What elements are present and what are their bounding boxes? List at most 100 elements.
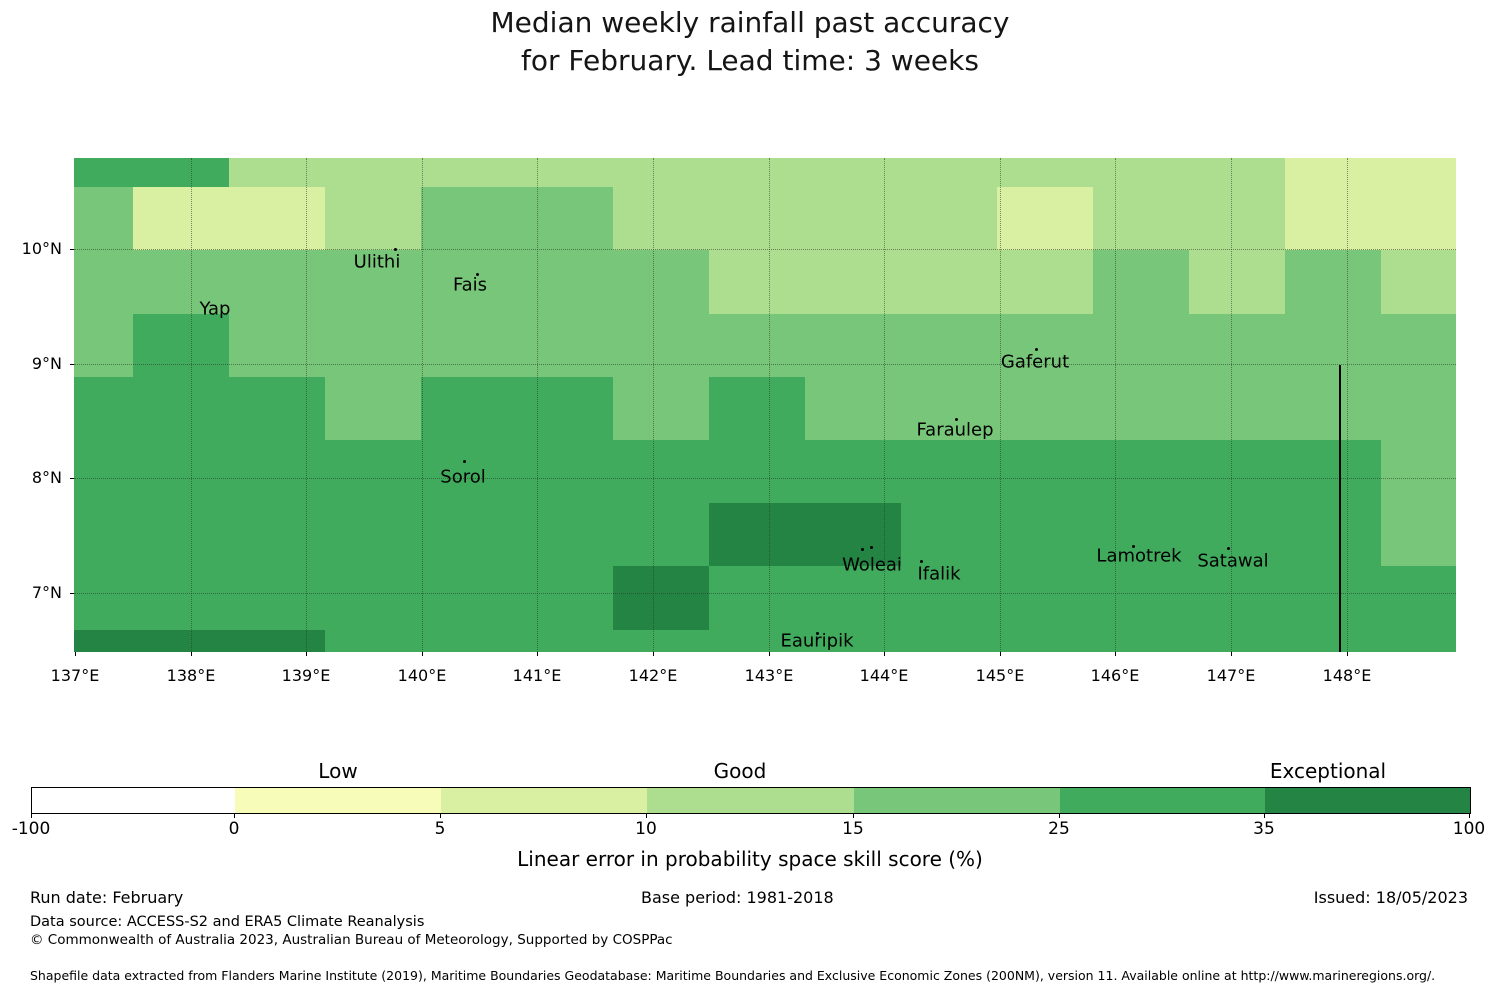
island-label-ifalik: Ifalik <box>917 563 961 585</box>
heatmap-cell <box>901 630 997 652</box>
heatmap-cell <box>74 440 133 503</box>
heatmap-cell <box>805 314 901 377</box>
x-axis-tick <box>1231 652 1232 656</box>
heatmap-cell <box>325 250 421 314</box>
heatmap-cell <box>421 630 517 652</box>
heatmap-cell <box>229 566 325 630</box>
island-label-fais: Fais <box>452 274 488 296</box>
colorbar-tick-label: 35 <box>1253 819 1275 839</box>
heatmap-cell <box>613 630 709 652</box>
colorbar-tick-label: 100 <box>1452 819 1486 839</box>
island-label-woleai: Woleai <box>842 554 902 576</box>
heatmap-cell <box>517 630 613 652</box>
heatmap-cell <box>421 314 517 377</box>
heatmap-cell <box>805 566 901 630</box>
heatmap-cell <box>133 630 229 652</box>
heatmap-cell <box>1189 503 1285 566</box>
heatmap-cell <box>805 630 901 652</box>
grid-line-vertical <box>653 158 654 652</box>
heatmap-cell <box>613 250 709 314</box>
heatmap-cell <box>997 377 1093 440</box>
heatmap-cell <box>709 566 805 630</box>
heatmap-cell <box>325 377 421 440</box>
y-axis-tick <box>70 478 74 479</box>
colorbar-tick <box>234 813 235 818</box>
x-axis-tick-label: 141°E <box>512 666 562 685</box>
heatmap-cell <box>229 187 325 250</box>
grid-line-vertical <box>1231 158 1232 652</box>
x-axis-tick-label: 145°E <box>975 666 1025 685</box>
heatmap-cell <box>74 630 133 652</box>
heatmap-cell <box>517 503 613 566</box>
grid-line-vertical <box>1347 158 1348 652</box>
colorbar-segment <box>235 788 441 813</box>
grid-line-vertical <box>769 158 770 652</box>
y-axis-tick-label: 7°N <box>31 583 62 602</box>
x-axis-tick <box>537 652 538 656</box>
grid-line-vertical <box>191 158 192 652</box>
colorbar-tick-label: 25 <box>1048 819 1070 839</box>
island-dot <box>954 417 958 421</box>
heatmap-cell <box>613 566 709 630</box>
heatmap-cell <box>1093 503 1189 566</box>
y-axis-tick-label: 9°N <box>31 354 62 373</box>
colorbar-tick-label: 0 <box>228 819 240 839</box>
x-axis-tick <box>1347 652 1348 656</box>
x-axis-tick-label: 147°E <box>1206 666 1256 685</box>
heatmap-cell <box>709 158 805 187</box>
footer-shapefile-note: Shapefile data extracted from Flanders M… <box>30 968 1436 983</box>
heatmap-cell <box>709 187 805 250</box>
x-axis-tick <box>769 652 770 656</box>
colorbar-tick <box>853 813 854 818</box>
colorbar-tick-label: 10 <box>635 819 657 839</box>
y-axis-tick <box>70 364 74 365</box>
x-axis-tick <box>884 652 885 656</box>
colorbar-tick <box>1059 813 1060 818</box>
x-axis-tick-label: 146°E <box>1090 666 1140 685</box>
heatmap-cell <box>1285 566 1381 630</box>
island-label-lamotrek: Lamotrek <box>1096 545 1182 567</box>
heatmap-cell <box>997 250 1093 314</box>
heatmap-cell <box>517 377 613 440</box>
heatmap-cell <box>613 440 709 503</box>
heatmap-cell <box>709 440 805 503</box>
colorbar-region-label-good: Good <box>713 759 767 783</box>
x-axis-tick-label: 142°E <box>628 666 678 685</box>
heatmap-cell <box>901 566 997 630</box>
heatmap-cell <box>133 566 229 630</box>
heatmap-cell <box>1381 377 1456 440</box>
heatmap-cell <box>74 377 133 440</box>
heatmap-cell <box>325 440 421 503</box>
x-axis-tick <box>1115 652 1116 656</box>
heatmap-cell <box>133 503 229 566</box>
heatmap-cell <box>1189 630 1285 652</box>
heatmap-cell <box>517 250 613 314</box>
heatmap-cell <box>613 503 709 566</box>
heatmap-cell <box>1285 440 1381 503</box>
heatmap-cell <box>325 158 421 187</box>
x-axis-tick-label: 144°E <box>859 666 909 685</box>
heatmap-cell <box>1189 566 1285 630</box>
colorbar-segment <box>647 788 854 813</box>
grid-line-vertical <box>537 158 538 652</box>
island-label-eauripik: Eauripik <box>780 630 854 652</box>
heatmap-cell <box>1285 630 1381 652</box>
x-axis-tick-label: 148°E <box>1322 666 1372 685</box>
heatmap-cell <box>997 314 1093 377</box>
island-dot <box>1131 544 1135 548</box>
footer-run-date: Run date: February <box>30 888 184 907</box>
heatmap-cell <box>1285 503 1381 566</box>
heatmap-cell <box>805 377 901 440</box>
heatmap-cell <box>1189 187 1285 250</box>
heatmap-cell <box>805 503 901 566</box>
heatmap-cell <box>1381 158 1456 187</box>
heatmap-cell <box>1381 440 1456 503</box>
colorbar-segment <box>1265 788 1470 813</box>
footer-issued: Issued: 18/05/2023 <box>1313 888 1468 907</box>
heatmap-cell <box>325 187 421 250</box>
colorbar-region-label-low: Low <box>318 759 358 783</box>
heatmap-cell <box>74 314 133 377</box>
heatmap-cell <box>229 158 325 187</box>
heatmap-cell <box>1381 314 1456 377</box>
